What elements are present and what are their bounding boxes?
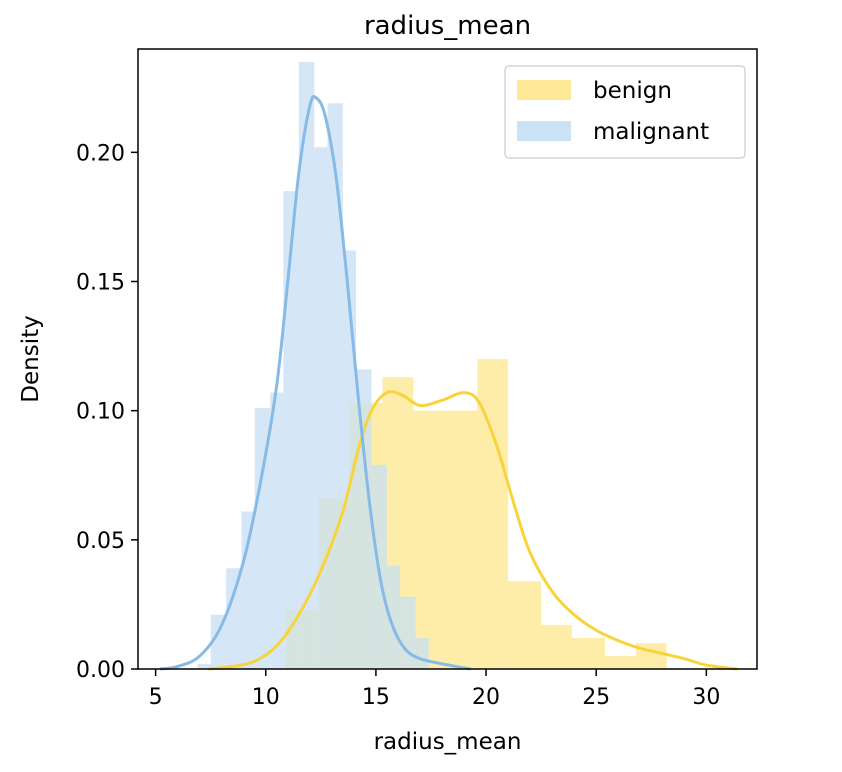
plot-frame bbox=[137, 48, 758, 670]
bar-malignant-2 bbox=[226, 568, 242, 669]
x-tick-label: 20 bbox=[472, 685, 500, 710]
y-tick-label: 0.05 bbox=[76, 529, 125, 554]
x-axis-label: radius_mean bbox=[374, 729, 522, 755]
x-tick-label: 15 bbox=[362, 685, 390, 710]
bar-malignant-3 bbox=[241, 511, 255, 669]
bar-benign-7 bbox=[508, 581, 542, 669]
y-tick-label: 0.15 bbox=[76, 271, 125, 296]
x-tick-label: 5 bbox=[149, 685, 163, 710]
legend-label-benign: benign bbox=[593, 78, 672, 104]
legend-label-malignant: malignant bbox=[593, 119, 709, 145]
bar-malignant-14 bbox=[400, 596, 416, 669]
bar-benign-9 bbox=[571, 638, 606, 669]
bar-malignant-8 bbox=[314, 147, 328, 669]
y-axis-label: Density bbox=[18, 315, 44, 402]
y-tick-label: 0.00 bbox=[76, 658, 125, 683]
legend-swatch-benign bbox=[517, 80, 571, 100]
kde-line-malignant bbox=[159, 95, 471, 671]
bar-benign-4 bbox=[413, 410, 447, 669]
legend-item-malignant: malignant bbox=[517, 119, 709, 145]
chart-title: radius_mean bbox=[364, 11, 531, 41]
kde-line-benign bbox=[208, 390, 738, 671]
x-axis: 5 10 15 20 25 30 bbox=[149, 669, 720, 710]
bar-malignant-6 bbox=[283, 191, 299, 670]
kde-layer bbox=[159, 95, 738, 671]
legend-item-benign: benign bbox=[517, 78, 672, 104]
bar-malignant-1 bbox=[210, 614, 227, 669]
bar-benign-8 bbox=[541, 625, 572, 669]
x-tick-label: 10 bbox=[252, 685, 280, 710]
bar-benign-5 bbox=[446, 410, 478, 669]
bar-malignant-15 bbox=[415, 638, 429, 669]
bar-malignant-9 bbox=[327, 103, 343, 669]
x-tick-label: 25 bbox=[582, 685, 610, 710]
y-axis: 0.00 0.05 0.10 0.15 0.20 bbox=[76, 141, 138, 683]
bar-malignant-0 bbox=[197, 663, 211, 669]
x-tick-label: 30 bbox=[692, 685, 720, 710]
bar-malignant-7 bbox=[298, 61, 315, 669]
bar-malignant-5 bbox=[270, 392, 284, 669]
bar-benign-10 bbox=[605, 656, 636, 669]
series-bars-malignant bbox=[197, 61, 429, 670]
y-tick-label: 0.10 bbox=[76, 400, 125, 425]
legend: benign malignant bbox=[504, 65, 746, 159]
bar-malignant-4 bbox=[254, 408, 271, 669]
y-tick-label: 0.20 bbox=[76, 141, 125, 166]
legend-swatch-malignant bbox=[517, 121, 571, 141]
bar-malignant-13 bbox=[386, 565, 401, 669]
